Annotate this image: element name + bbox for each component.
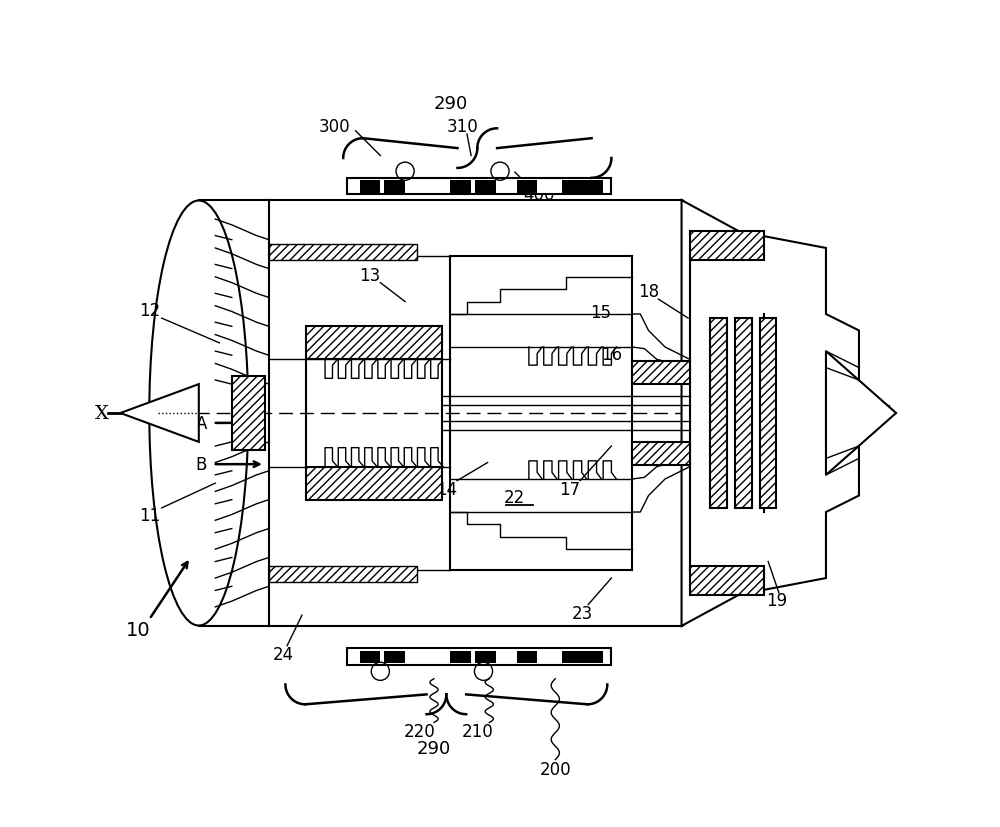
Text: 11: 11	[139, 506, 160, 523]
Bar	[347, 179, 611, 195]
Polygon shape	[682, 201, 859, 626]
Text: 210: 210	[462, 722, 494, 740]
Bar	[306, 467, 442, 500]
Bar	[710, 318, 727, 509]
Bar	[583, 181, 603, 194]
Text: 290: 290	[417, 739, 451, 757]
Bar	[384, 181, 405, 194]
Text: B: B	[196, 456, 207, 474]
Bar	[517, 651, 537, 663]
Bar	[384, 651, 405, 663]
Bar	[735, 318, 752, 509]
Bar	[475, 651, 496, 663]
Text: 400: 400	[523, 186, 555, 204]
Text: X: X	[877, 404, 891, 423]
Bar	[360, 181, 380, 194]
Bar	[690, 232, 764, 261]
Text: 17: 17	[560, 480, 581, 499]
Polygon shape	[120, 385, 199, 442]
Text: 18: 18	[638, 283, 659, 300]
Text: 290: 290	[433, 94, 468, 112]
Text: 14: 14	[436, 480, 457, 499]
Bar	[632, 361, 690, 385]
Bar	[735, 318, 752, 509]
Bar	[450, 651, 471, 663]
Bar	[710, 318, 727, 509]
Text: 23: 23	[572, 604, 593, 622]
Bar	[347, 648, 611, 665]
Polygon shape	[826, 351, 896, 476]
Text: 200: 200	[539, 761, 571, 778]
Bar	[760, 318, 776, 509]
Bar	[690, 232, 764, 261]
Bar	[306, 467, 442, 500]
Bar	[562, 651, 583, 663]
Bar	[269, 245, 417, 261]
Bar	[583, 651, 603, 663]
Bar	[475, 181, 496, 194]
Bar	[306, 327, 442, 360]
Text: 12: 12	[139, 302, 161, 319]
Text: 15: 15	[590, 304, 611, 322]
Bar	[517, 181, 537, 194]
Bar	[360, 651, 380, 663]
Text: 22: 22	[504, 489, 525, 507]
Text: 310: 310	[447, 117, 479, 136]
Bar	[232, 376, 265, 451]
Text: 24: 24	[272, 645, 294, 663]
Bar	[269, 566, 417, 582]
Bar	[562, 181, 583, 194]
Bar	[269, 566, 417, 582]
Text: 10: 10	[126, 620, 151, 639]
Text: 19: 19	[766, 591, 787, 609]
Text: 16: 16	[601, 345, 622, 363]
Bar	[269, 245, 417, 261]
Bar	[450, 181, 471, 194]
Bar	[632, 442, 690, 466]
Text: A: A	[196, 414, 207, 433]
Bar	[306, 327, 442, 360]
Bar	[690, 566, 764, 595]
Text: X: X	[95, 404, 109, 423]
Bar	[632, 361, 690, 385]
Text: 300: 300	[319, 117, 351, 136]
Bar	[760, 318, 776, 509]
Bar	[632, 442, 690, 466]
Bar	[690, 566, 764, 595]
Text: 13: 13	[359, 267, 380, 284]
Text: 220: 220	[404, 722, 436, 740]
Bar	[232, 376, 265, 451]
